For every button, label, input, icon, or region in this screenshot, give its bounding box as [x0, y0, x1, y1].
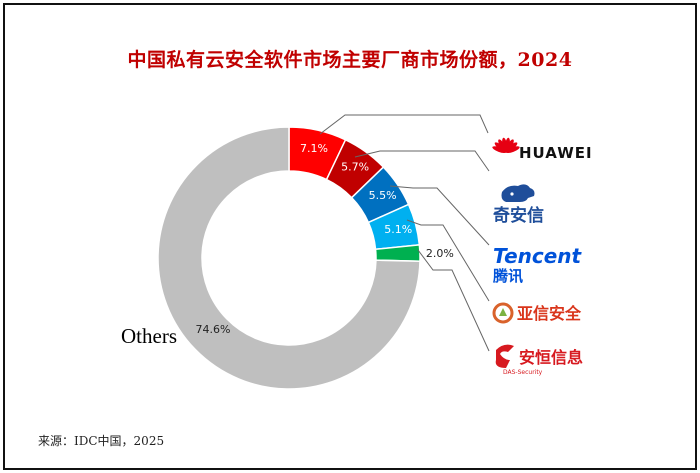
- slice-label-dbappsecurity: 2.0%: [426, 247, 454, 260]
- leader-line-qianxin: [354, 150, 490, 172]
- slice-label-qianxin: 5.7%: [341, 160, 369, 173]
- das-security-wordmark: 安恒信息: [519, 348, 583, 367]
- leader-line-huawei: [319, 114, 489, 135]
- huawei-logo: HUAWEI: [492, 137, 593, 162]
- donut-chart: 7.1% 5.7% 5.5% 5.1% 2.0% 74.6% Others HUAWEI 奇安信…: [121, 114, 593, 390]
- chart-title: 中国私有云安全软件市场主要厂商市场份额，2024: [127, 49, 573, 71]
- chart-frame: 中国私有云安全软件市场主要厂商市场份额，2024 7.1% 5.7% 5.5% 5.1…: [3, 3, 697, 470]
- qianxin-wordmark: 奇安信: [493, 205, 544, 226]
- tencent-chinese-wordmark: 腾讯: [492, 267, 523, 285]
- huawei-wordmark: HUAWEI: [519, 144, 593, 162]
- slice-label-huawei: 7.1%: [300, 142, 328, 155]
- slice-label-others: 74.6%: [196, 323, 231, 336]
- leader-line-tencent: [389, 185, 490, 246]
- tencent-wordmark: Tencent: [493, 244, 583, 268]
- source-note: 来源：IDC中国，2025: [38, 434, 165, 448]
- das-security-subtext: DAS-Security: [503, 369, 543, 376]
- slice-label-tencent: 5.5%: [369, 189, 397, 202]
- tiger-icon: [501, 184, 535, 202]
- das-security-logo: 安恒信息 DAS-Security: [495, 344, 583, 376]
- huawei-petal: [505, 146, 520, 154]
- asiainfo-wordmark: 亚信安全: [517, 304, 582, 323]
- qianxin-logo: 奇安信: [493, 184, 544, 226]
- das-emblem-icon: [495, 344, 514, 368]
- leader-line-dbappsecurity: [417, 249, 490, 352]
- leader-line-asiainfo: [406, 219, 490, 302]
- slice-others: [157, 126, 421, 390]
- slice-label-asiainfo: 5.1%: [384, 223, 412, 236]
- ring-icon: [492, 302, 514, 324]
- others-label: Others: [121, 324, 177, 348]
- triangle-icon: [499, 308, 507, 316]
- tiger-eye: [510, 192, 514, 196]
- asiainfo-logo: 亚信安全: [492, 302, 582, 324]
